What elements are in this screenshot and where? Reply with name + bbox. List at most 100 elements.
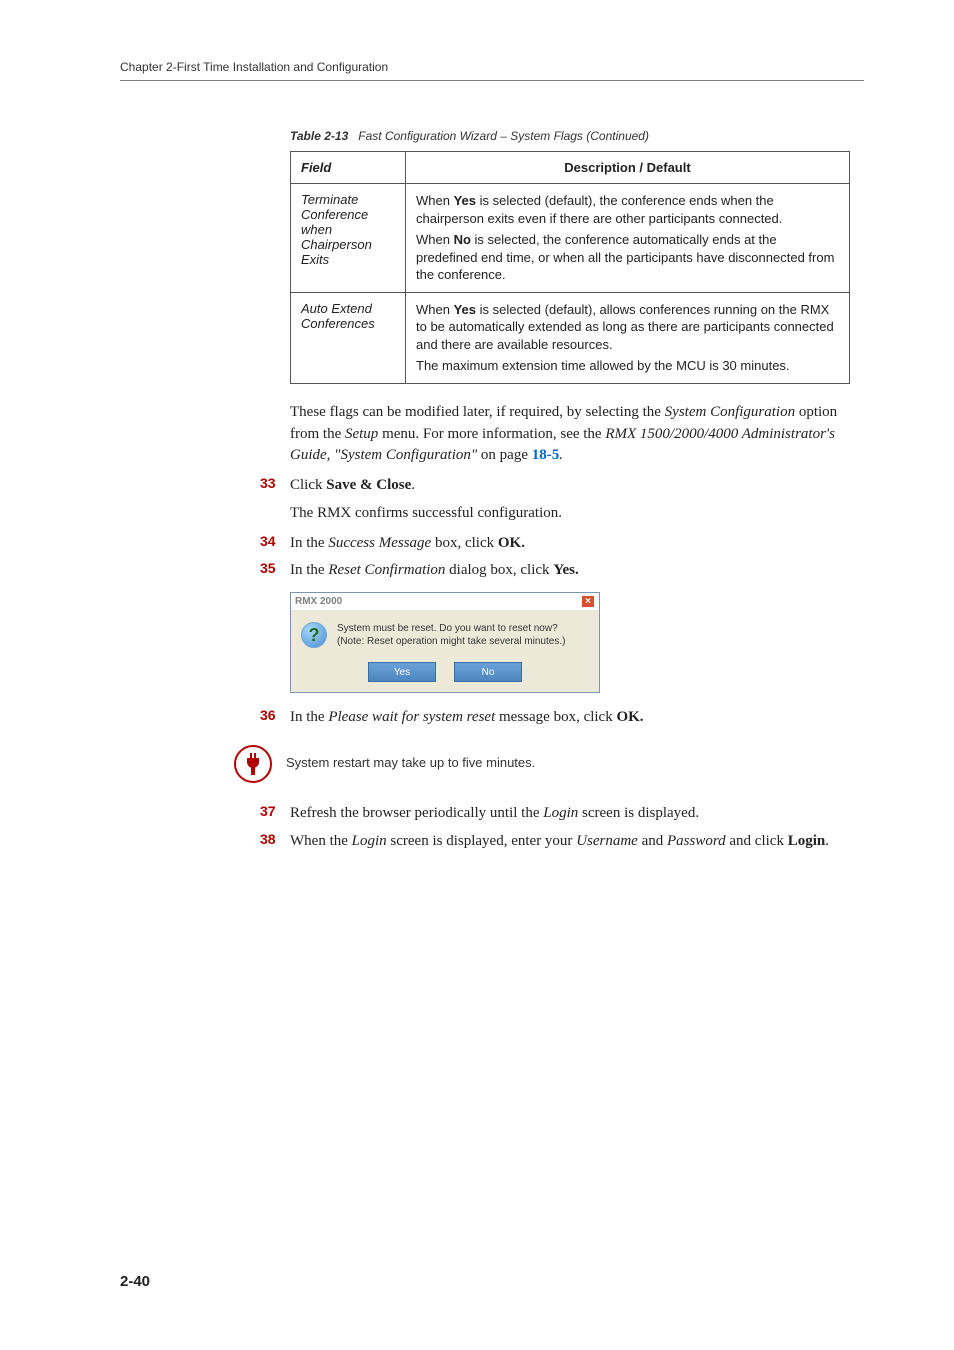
text-bold: Login xyxy=(788,833,826,849)
step-34: 34 In the Success Message box, click OK. xyxy=(290,533,850,555)
text-italic: Please wait for system reset xyxy=(328,709,495,725)
text-bold: Save & Close xyxy=(326,477,411,493)
dialog-line2: (Note: Reset operation might take severa… xyxy=(337,635,565,648)
text: screen is displayed, enter your xyxy=(387,833,577,849)
dialog-box: RMX 2000 × ? System must be reset. Do yo… xyxy=(290,592,600,693)
reset-dialog: RMX 2000 × ? System must be reset. Do yo… xyxy=(290,592,850,693)
step-number: 37 xyxy=(260,803,290,825)
text: message box, click xyxy=(495,709,616,725)
text: Click xyxy=(290,477,326,493)
system-flags-table: Field Description / Default Terminate Co… xyxy=(290,151,850,384)
no-button[interactable]: No xyxy=(454,662,522,682)
desc-para: When Yes is selected (default), allows c… xyxy=(416,301,839,354)
dialog-line1: System must be reset. Do you want to res… xyxy=(337,622,565,635)
text: dialog box, click xyxy=(445,562,553,578)
text: on page xyxy=(477,447,532,463)
field-name-cell: Auto Extend Conferences xyxy=(291,292,406,383)
plug-icon xyxy=(244,753,262,775)
text-italic: Password xyxy=(667,833,726,849)
table-header-row: Field Description / Default xyxy=(291,152,850,184)
text: box, click xyxy=(431,535,498,551)
dialog-body: ? System must be reset. Do you want to r… xyxy=(291,610,599,656)
text-italic: Success Message xyxy=(328,535,431,551)
step-text: In the Success Message box, click OK. xyxy=(290,533,525,555)
text: When xyxy=(416,193,454,208)
step-number: 33 xyxy=(260,475,290,497)
note-icon xyxy=(234,745,272,783)
text: screen is displayed. xyxy=(578,805,699,821)
question-icon: ? xyxy=(301,622,327,648)
step-37: 37 Refresh the browser periodically unti… xyxy=(290,803,850,825)
step-38: 38 When the Login screen is displayed, e… xyxy=(290,831,850,853)
step-text: When the Login screen is displayed, ente… xyxy=(290,831,829,853)
table-number: Table 2-13 xyxy=(290,129,348,143)
dialog-titlebar: RMX 2000 × xyxy=(291,593,599,610)
text: is selected, the conference automaticall… xyxy=(416,232,834,282)
text-bold: Yes xyxy=(454,193,476,208)
step-35: 35 In the Reset Confirmation dialog box,… xyxy=(290,560,850,582)
text-bold: No xyxy=(454,232,471,247)
dialog-message: System must be reset. Do you want to res… xyxy=(337,622,565,648)
close-icon[interactable]: × xyxy=(581,595,595,608)
desc-para: When No is selected, the conference auto… xyxy=(416,231,839,284)
field-desc-cell: When Yes is selected (default), the conf… xyxy=(406,184,850,293)
step-number: 36 xyxy=(260,707,290,729)
step-text: Click Save & Close. xyxy=(290,475,415,497)
text: and click xyxy=(726,833,788,849)
text-bold: OK. xyxy=(498,535,525,551)
text-italic: Setup xyxy=(345,426,378,442)
text-bold: Yes xyxy=(454,302,476,317)
text-italic: Reset Confirmation xyxy=(328,562,445,578)
text: In the xyxy=(290,709,328,725)
step-sub: The RMX confirms successful configuratio… xyxy=(290,503,850,525)
text: . xyxy=(411,477,415,493)
step-33: 33 Click Save & Close. xyxy=(290,475,850,497)
col-field: Field xyxy=(291,152,406,184)
text-italic: Login xyxy=(352,833,387,849)
text: menu. For more information, see the xyxy=(378,426,605,442)
step-number: 38 xyxy=(260,831,290,853)
table-row: Terminate Conference when Chairperson Ex… xyxy=(291,184,850,293)
table-title: Fast Configuration Wizard – System Flags… xyxy=(358,129,649,143)
page-link[interactable]: 18-5 xyxy=(532,447,560,463)
field-desc-cell: When Yes is selected (default), allows c… xyxy=(406,292,850,383)
text: and xyxy=(638,833,667,849)
col-description: Description / Default xyxy=(406,152,850,184)
text: . xyxy=(559,447,563,463)
header-rule xyxy=(120,80,864,81)
text-italic: Login xyxy=(543,805,578,821)
desc-para: The maximum extension time allowed by th… xyxy=(416,357,839,375)
text: When the xyxy=(290,833,352,849)
desc-para: When Yes is selected (default), the conf… xyxy=(416,192,839,227)
note-text: System restart may take up to five minut… xyxy=(286,745,535,770)
page-number: 2-40 xyxy=(120,1273,150,1290)
text: . xyxy=(825,833,829,849)
yes-button[interactable]: Yes xyxy=(368,662,436,682)
body-paragraph: These flags can be modified later, if re… xyxy=(290,402,850,467)
dialog-title: RMX 2000 xyxy=(295,596,342,607)
step-text: In the Please wait for system reset mess… xyxy=(290,707,644,729)
text-bold: Yes. xyxy=(553,562,578,578)
text: In the xyxy=(290,562,328,578)
table-row: Auto Extend Conferences When Yes is sele… xyxy=(291,292,850,383)
text-italic: Username xyxy=(576,833,638,849)
note-callout: System restart may take up to five minut… xyxy=(234,745,850,783)
text: Refresh the browser periodically until t… xyxy=(290,805,543,821)
step-number: 35 xyxy=(260,560,290,582)
step-36: 36 In the Please wait for system reset m… xyxy=(290,707,850,729)
text: When xyxy=(416,302,454,317)
text-bold: OK. xyxy=(616,709,643,725)
field-name-cell: Terminate Conference when Chairperson Ex… xyxy=(291,184,406,293)
main-content: Table 2-13 Fast Configuration Wizard – S… xyxy=(290,129,850,852)
dialog-buttons: Yes No xyxy=(291,656,599,692)
text-italic: System Configuration xyxy=(665,404,795,420)
chapter-header: Chapter 2-First Time Installation and Co… xyxy=(120,60,864,74)
text: When xyxy=(416,232,454,247)
table-caption: Table 2-13 Fast Configuration Wizard – S… xyxy=(290,129,850,143)
text: In the xyxy=(290,535,328,551)
text: is selected (default), allows conference… xyxy=(416,302,834,352)
step-number: 34 xyxy=(260,533,290,555)
text: These flags can be modified later, if re… xyxy=(290,404,665,420)
step-text: In the Reset Confirmation dialog box, cl… xyxy=(290,560,579,582)
text: The maximum extension time allowed by th… xyxy=(416,358,790,373)
